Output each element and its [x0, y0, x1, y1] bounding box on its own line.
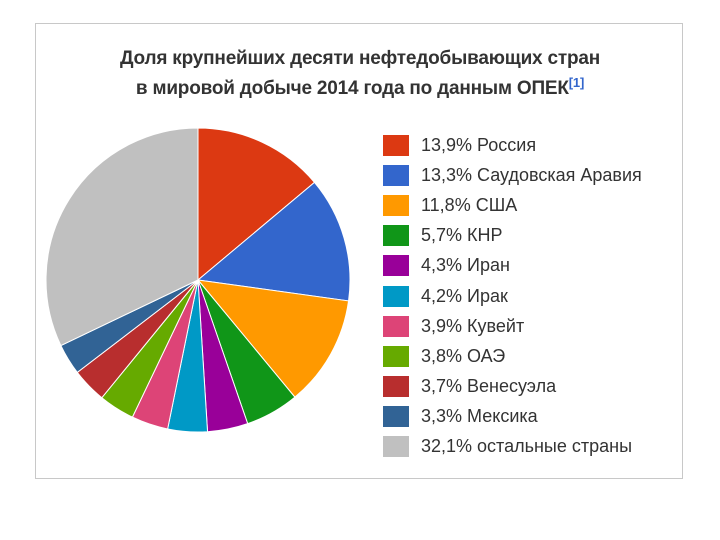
legend-swatch [383, 194, 409, 216]
legend-item[interactable]: 3,8% ОАЭ [383, 341, 642, 371]
legend-label: 13,3% Саудовская Аравия [421, 164, 642, 185]
legend-swatch [383, 376, 409, 398]
legend-swatch [383, 255, 409, 277]
pie-slice[interactable] [196, 279, 350, 398]
legend-item[interactable]: 4,2% Ирак [383, 281, 642, 311]
legend-item[interactable]: 32,1% остальные страны [383, 432, 642, 462]
legend-label: 3,9% Кувейт [421, 315, 525, 336]
chart-title-line1: Доля крупнейших десяти нефтедобывающих с… [60, 48, 660, 70]
legend-item[interactable]: 3,7% Венесуэла [383, 372, 642, 402]
legend-label: 3,8% ОАЭ [421, 345, 506, 366]
legend-item[interactable]: 5,7% КНР [383, 221, 642, 251]
legend-item[interactable]: 13,3% Саудовская Аравия [383, 160, 642, 190]
legend-swatch [383, 436, 409, 458]
pie-slice[interactable] [196, 181, 351, 302]
legend-label: 5,7% КНР [421, 225, 503, 246]
legend-item[interactable]: 11,8% США [383, 190, 642, 220]
chart-title-line2: в мировой добыче 2014 года по данным ОПЕ… [60, 75, 660, 100]
legend-item[interactable]: 3,9% Кувейт [383, 311, 642, 341]
legend-swatch [383, 164, 409, 186]
legend-swatch [383, 345, 409, 367]
pie-slice[interactable] [45, 127, 199, 347]
legend-label: 13,9% Россия [421, 134, 537, 155]
chart-title-line2-text: в мировой добыче 2014 года по данным ОПЕ… [135, 78, 569, 99]
legend-item[interactable]: 3,3% Мексика [383, 402, 642, 432]
chart-legend: 13,9% Россия 13,3% Саудовская Аравия 11,8%… [383, 130, 642, 462]
legend-swatch [383, 406, 409, 428]
legend-item[interactable]: 4,3% Иран [383, 251, 642, 281]
legend-swatch [383, 315, 409, 337]
pie-slice[interactable] [197, 127, 316, 282]
legend-label: 4,2% Ирак [421, 285, 508, 306]
legend-swatch [383, 134, 409, 156]
reference-link[interactable]: [1] [568, 75, 585, 90]
legend-label: 3,7% Венесуэла [421, 376, 557, 397]
legend-label: 11,8% США [421, 194, 518, 215]
legend-item[interactable]: 13,9% Россия [383, 130, 642, 160]
legend-label: 4,3% Иран [421, 255, 510, 276]
legend-label: 3,3% Мексика [421, 406, 538, 427]
legend-label: 32,1% остальные страны [421, 436, 633, 457]
legend-swatch [383, 225, 409, 247]
chart-title-line1-text: Доля крупнейших десяти нефтедобывающих с… [119, 48, 601, 69]
legend-swatch [383, 285, 409, 307]
